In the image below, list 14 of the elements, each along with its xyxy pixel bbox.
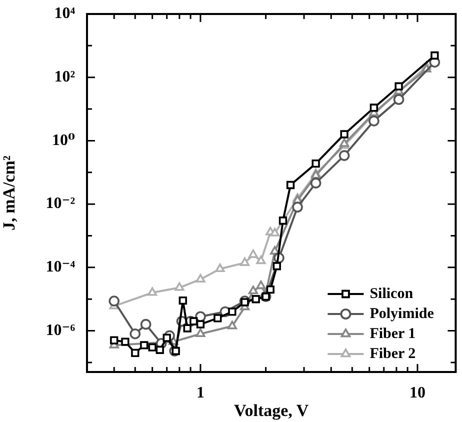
x-axis-title: Voltage, V bbox=[234, 401, 310, 420]
y-tick-label: 10⁻⁶ bbox=[46, 322, 76, 339]
legend-label: Fiber 2 bbox=[370, 346, 416, 362]
y-tick-label: 10² bbox=[54, 68, 76, 86]
x-tick-label: 10 bbox=[409, 384, 426, 402]
legend-label: Silicon bbox=[370, 286, 414, 302]
x-tick-label: 1 bbox=[196, 384, 204, 402]
y-axis-title: J, mA/cm² bbox=[0, 156, 19, 230]
y-tick-label: 10⁻⁴ bbox=[46, 258, 76, 276]
y-tick-label: 10⁰ bbox=[52, 132, 75, 149]
y-tick-label: 10⁴ bbox=[54, 5, 76, 22]
legend-label: Fiber 1 bbox=[370, 326, 416, 342]
y-tick-label: 10⁻² bbox=[46, 195, 76, 212]
legend-label: Polyimide bbox=[370, 306, 434, 322]
